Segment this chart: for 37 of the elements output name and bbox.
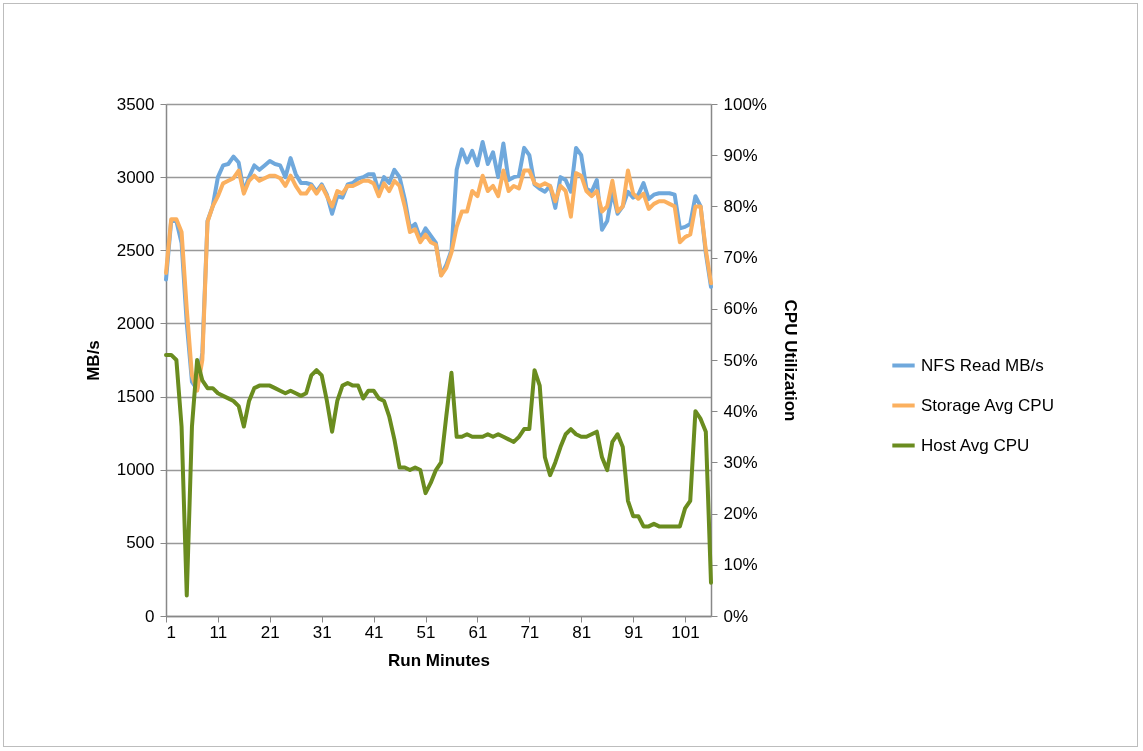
x-tick-label: 71 [520, 622, 540, 642]
x-tick-label: 61 [468, 622, 488, 642]
x-tick-label: 1 [166, 622, 176, 642]
y-tick-label: 2500 [116, 240, 155, 260]
y-tick-label: 500 [126, 533, 155, 553]
y2-axis-title: CPU Utilization [780, 299, 800, 422]
x-tick-label: 101 [671, 622, 700, 642]
line-series [164, 352, 713, 598]
y-tick-label: 0 [145, 606, 155, 626]
legend-label: Host Avg CPU [921, 435, 1030, 455]
y2-tick-label: 30% [723, 452, 758, 472]
y2-tick-label: 50% [723, 350, 758, 370]
y2-tick-label: 40% [723, 401, 758, 421]
x-tick-label: 81 [572, 622, 592, 642]
x-tick-label: 41 [364, 622, 384, 642]
x-tick-label: 91 [624, 622, 644, 642]
y2-tick-label: 80% [723, 196, 758, 216]
y-tick-label: 1000 [116, 460, 155, 480]
y-tick-label: 2000 [116, 313, 155, 333]
x-tick-label: 11 [209, 622, 228, 642]
y2-tick-label: 0% [723, 606, 749, 626]
x-tick-label: 51 [416, 622, 436, 642]
x-axis-title: Run Minutes [388, 650, 490, 670]
y2-tick-label: 100% [723, 94, 767, 114]
y2-tick-label: 90% [723, 145, 758, 165]
y2-tick-label: 20% [723, 504, 758, 524]
y-axis-title: MB/s [83, 340, 103, 381]
y-tick-label: 1500 [116, 387, 155, 407]
legend-label: Storage Avg CPU [921, 395, 1054, 415]
legend-label: NFS Read MB/s [921, 355, 1044, 375]
x-tick-label: 31 [312, 622, 332, 642]
y2-tick-label: 70% [723, 248, 758, 268]
y2-tick-label: 10% [723, 555, 758, 575]
y2-tick-label: 60% [723, 299, 758, 319]
y-tick-label: 3500 [116, 94, 155, 114]
y-tick-label: 3000 [116, 167, 155, 187]
x-tick-label: 21 [260, 622, 280, 642]
